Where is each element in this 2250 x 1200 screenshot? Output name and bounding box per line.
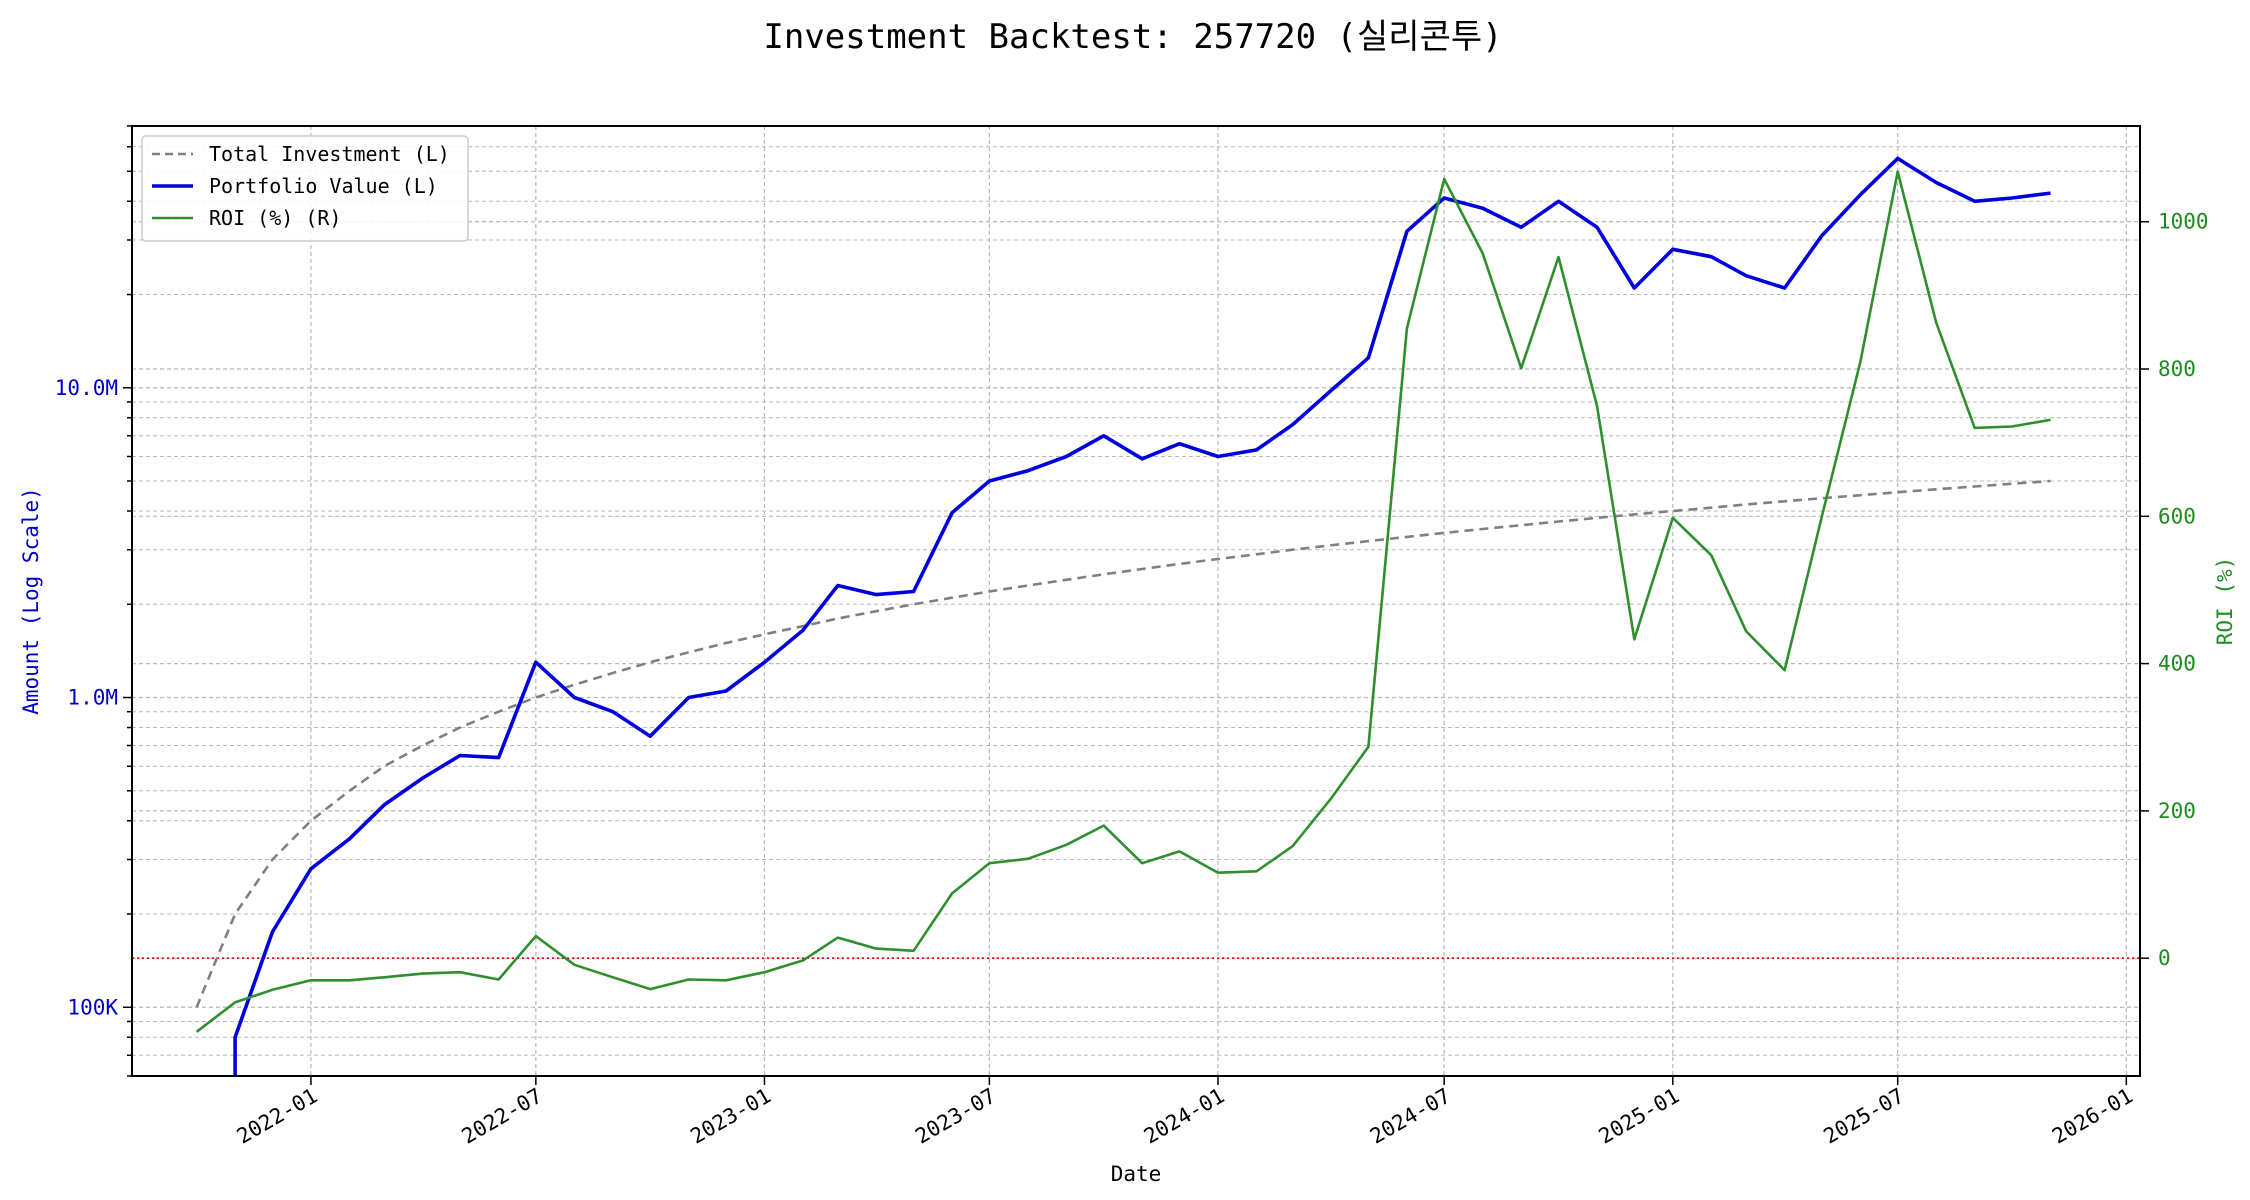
- legend-box: [141, 135, 469, 242]
- y-right-tick-label: 0: [2158, 946, 2171, 970]
- legend-label-portfolio-value: Portfolio Value (L): [209, 174, 438, 198]
- y-right-tick-label: 600: [2158, 504, 2196, 528]
- x-tick-label: 2024-01: [1140, 1084, 1229, 1149]
- legend-label-total-investment: Total Investment (L): [209, 142, 450, 166]
- y-right-tick-label: 1000: [2158, 210, 2209, 234]
- legend: Total Investment (L) Portfolio Value (L)…: [141, 135, 469, 242]
- y-left-tick-label: 1.0M: [67, 686, 118, 710]
- plot-frame: [131, 125, 2141, 1077]
- chart-title: Investment Backtest: 257720 (실리콘투): [763, 17, 1502, 57]
- y-right-tick-label: 200: [2158, 799, 2196, 823]
- x-tick-label: 2022-07: [458, 1084, 547, 1149]
- x-tick-label: 2026-01: [2048, 1084, 2137, 1149]
- series-line-total-investment: [195, 479, 2051, 1008]
- series-line-roi: [195, 170, 2051, 1033]
- y-left-tick-label: 10.0M: [55, 376, 118, 400]
- legend-label-roi: ROI (%) (R): [209, 206, 341, 230]
- x-tick-label: 2025-01: [1595, 1084, 1684, 1149]
- y-left-tick-label: 100K: [67, 995, 118, 1019]
- x-tick-label: 2023-01: [686, 1084, 775, 1149]
- axis-layer: 0 200 400 600 800 1000 100K 1.0M 10.0M 2022-01 202…: [55, 125, 2209, 1149]
- x-tick-label: 2022-01: [233, 1084, 322, 1149]
- y-right-tick-label: 400: [2158, 652, 2196, 676]
- y-right-axis-label: ROI (%): [2213, 557, 2237, 646]
- x-tick-label: 2025-07: [1820, 1084, 1909, 1149]
- y-right-tick-label: 800: [2158, 357, 2196, 381]
- series-line-portfolio-value: [233, 156, 2051, 1076]
- x-tick-label: 2023-07: [911, 1084, 1000, 1149]
- y-left-axis-label: Amount (Log Scale): [19, 487, 43, 715]
- grid-layer: [132, 125, 2140, 1077]
- series-layer: [132, 156, 2140, 1076]
- x-axis-label: Date: [1111, 1162, 1162, 1186]
- x-tick-label: 2024-07: [1366, 1084, 1455, 1149]
